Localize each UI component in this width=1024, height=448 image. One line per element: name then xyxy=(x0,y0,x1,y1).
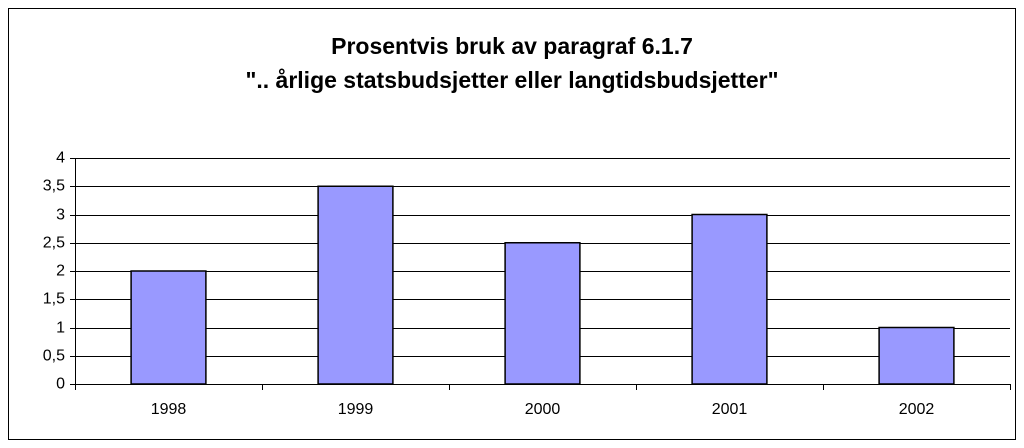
x-tick-label: 1998 xyxy=(151,401,187,418)
bar xyxy=(504,242,581,385)
x-tick-label: 2001 xyxy=(712,401,748,418)
x-tick-label: 2000 xyxy=(525,401,561,418)
y-tick-label: 1,5 xyxy=(43,291,65,308)
y-tick-label: 2,5 xyxy=(43,235,65,252)
chart-title: Prosentvis bruk av paragraf 6.1.7 xyxy=(331,33,693,59)
bar xyxy=(317,185,394,385)
bar xyxy=(130,270,207,385)
chart-subtitle: ".. årlige statsbudsjetter eller langtid… xyxy=(245,67,778,93)
x-tick-label: 2002 xyxy=(899,401,935,418)
y-tick-label: 2 xyxy=(56,263,65,280)
y-tick-label: 1 xyxy=(56,320,65,337)
bar xyxy=(878,326,955,385)
bar xyxy=(691,213,768,385)
y-tick-label: 0 xyxy=(56,376,65,393)
y-tick-label: 4 xyxy=(56,150,65,167)
y-tick-label: 0,5 xyxy=(43,348,65,365)
y-tick-label: 3 xyxy=(56,207,65,224)
y-tick-label: 3,5 xyxy=(43,178,65,195)
x-tick-label: 1999 xyxy=(338,401,374,418)
